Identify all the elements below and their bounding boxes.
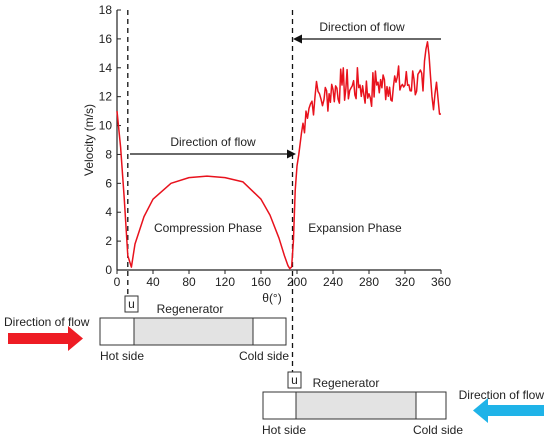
x-tick-label: 160	[251, 275, 271, 289]
y-axis-label: Velocity (m/s)	[82, 104, 96, 176]
x-tick-label: 240	[323, 275, 343, 289]
y-tick-label: 10	[99, 119, 113, 133]
flow-label-mid: Direction of flow	[170, 135, 256, 149]
x-tick-label: 200	[287, 275, 307, 289]
compression-phase-label: Compression Phase	[154, 221, 262, 235]
x-tick-label: 0	[114, 275, 121, 289]
regenerator-bottom	[262, 391, 447, 420]
regenerator-bottom-title: Regenerator	[313, 376, 380, 390]
regenerator-top-flow-label: Direction of flow	[4, 315, 90, 329]
regenerator-top	[99, 317, 287, 346]
regenerator-bottom-core	[295, 391, 417, 420]
y-tick-label: 16	[99, 32, 113, 46]
y-tick-label: 8	[105, 147, 112, 161]
y-tick-label: 18	[99, 3, 113, 17]
y-tick-label: 6	[105, 176, 112, 190]
u-marker-label-1: u	[128, 297, 135, 311]
x-tick-label: 40	[146, 275, 160, 289]
y-tick-label: 14	[99, 61, 113, 75]
u-marker-label-2: u	[291, 373, 298, 387]
u-marker-box-2	[287, 371, 302, 389]
velocity-series-line	[116, 41, 442, 270]
x-tick-label: 80	[182, 275, 196, 289]
y-tick-label: 2	[105, 234, 112, 248]
flow-label-top: Direction of flow	[319, 20, 405, 34]
x-tick-label: 280	[359, 275, 379, 289]
regenerator-bottom-hot-label: Hot side	[262, 423, 306, 437]
y-tick-label: 12	[99, 90, 113, 104]
x-tick-label: 320	[395, 275, 415, 289]
u-marker-box-1	[124, 295, 139, 313]
y-ticks: 0 2 4 6 8 10 12 14 16 18	[99, 3, 121, 277]
regenerator-top-core	[133, 317, 254, 346]
regenerator-top-title: Regenerator	[157, 302, 224, 316]
x-tick-label: 360	[431, 275, 451, 289]
y-tick-label: 4	[105, 205, 112, 219]
x-tick-label: 120	[215, 275, 235, 289]
regenerator-bottom-cold-label: Cold side	[413, 423, 463, 437]
x-ticks: 0 40 80 120 160 200 240 280 320 360	[114, 270, 451, 289]
regenerator-top-hot-label: Hot side	[100, 349, 144, 363]
blue-flow-arrow	[473, 398, 544, 423]
red-flow-arrow	[8, 326, 83, 351]
regenerator-top-cold-label: Cold side	[239, 349, 289, 363]
x-axis-label: θ(°)	[262, 291, 281, 305]
flow-arrow-top	[293, 34, 441, 44]
axes	[116, 10, 441, 271]
y-tick-label: 0	[105, 263, 112, 277]
flow-arrow-mid	[130, 149, 296, 159]
expansion-phase-label: Expansion Phase	[308, 221, 402, 235]
regenerator-bottom-flow-label: Direction of flow	[459, 388, 545, 402]
